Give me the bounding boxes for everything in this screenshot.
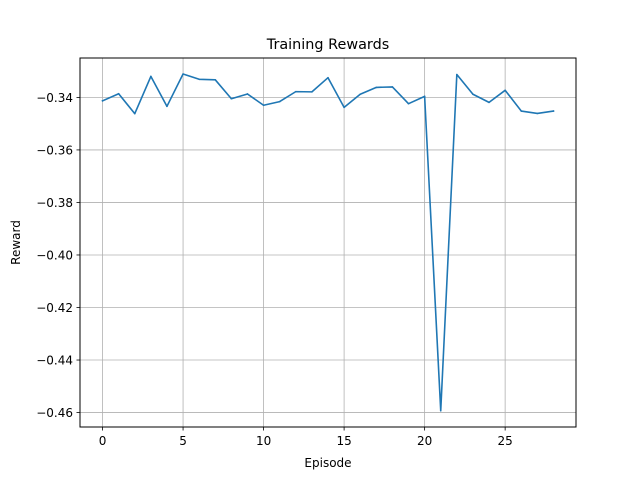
data-point bbox=[439, 409, 442, 412]
data-point bbox=[327, 76, 329, 79]
data-point bbox=[294, 90, 297, 93]
x-tick-label: 20 bbox=[417, 434, 432, 448]
y-tick-label: −0.46 bbox=[36, 406, 73, 420]
data-point bbox=[214, 78, 217, 81]
x-tick-label: 10 bbox=[256, 434, 271, 448]
data-point bbox=[472, 93, 474, 96]
data-point bbox=[182, 73, 184, 75]
data-point bbox=[423, 95, 426, 98]
y-tick-label: −0.44 bbox=[36, 354, 73, 368]
chart-title: Training Rewards bbox=[266, 37, 389, 53]
data-point bbox=[198, 78, 200, 81]
y-axis-ticks: −0.46 −0.44 −0.42 −0.40 −0.38 −0.36 −0.34 bbox=[36, 91, 80, 420]
data-point bbox=[262, 104, 265, 107]
data-point bbox=[391, 86, 394, 88]
x-tick-label: 15 bbox=[336, 434, 351, 448]
data-point bbox=[359, 93, 362, 96]
series-layer bbox=[101, 73, 555, 412]
data-point bbox=[552, 110, 555, 112]
y-tick-label: −0.42 bbox=[36, 301, 73, 315]
x-axis-label: Episode bbox=[304, 456, 351, 470]
y-tick-label: −0.40 bbox=[36, 248, 73, 262]
y-tick-label: −0.34 bbox=[36, 91, 73, 105]
grid bbox=[80, 58, 576, 427]
data-point bbox=[536, 112, 539, 115]
data-point bbox=[230, 97, 233, 100]
data-point bbox=[133, 112, 136, 115]
x-axis-ticks: 0 5 10 15 20 25 bbox=[99, 427, 513, 448]
data-point bbox=[520, 110, 523, 112]
data-point bbox=[488, 101, 490, 104]
data-point bbox=[117, 92, 120, 95]
y-tick-label: −0.38 bbox=[36, 196, 73, 210]
data-point bbox=[101, 100, 104, 102]
data-point bbox=[246, 93, 249, 95]
data-point bbox=[407, 102, 410, 105]
plot-frame bbox=[79, 57, 577, 428]
x-tick-label: 0 bbox=[99, 434, 107, 448]
data-point bbox=[504, 89, 506, 92]
data-point bbox=[278, 100, 281, 103]
data-point bbox=[375, 86, 378, 89]
y-axis-label: Reward bbox=[9, 220, 23, 265]
x-tick-label: 25 bbox=[498, 434, 513, 448]
x-tick-label: 5 bbox=[179, 434, 187, 448]
data-point bbox=[311, 91, 313, 93]
data-point bbox=[150, 75, 152, 78]
y-tick-label: −0.36 bbox=[36, 143, 73, 157]
data-point bbox=[456, 73, 458, 76]
data-point bbox=[343, 106, 345, 109]
data-point bbox=[166, 105, 168, 108]
